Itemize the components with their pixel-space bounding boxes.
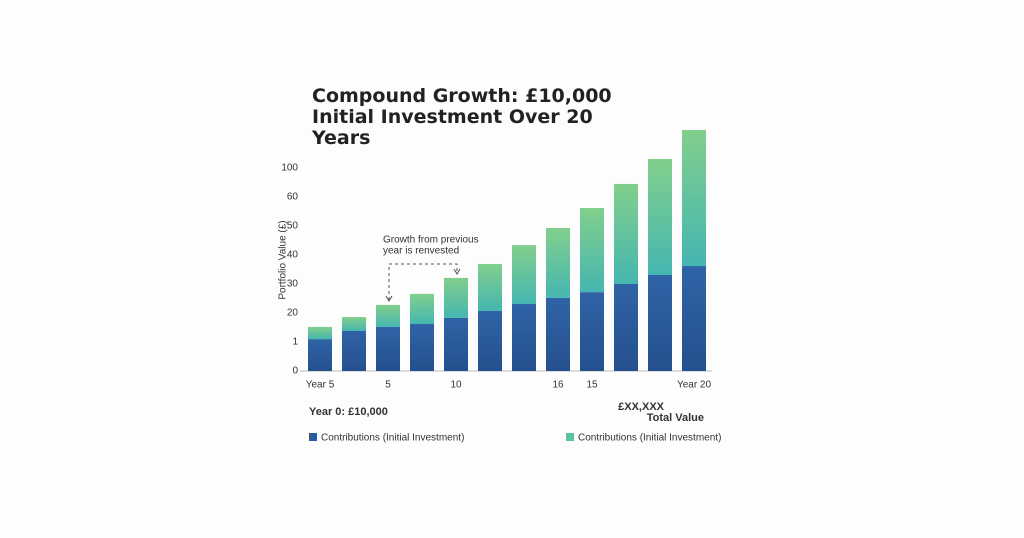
bar-segment (342, 317, 366, 331)
chart-title: Compound Growth: £10,000 Initial Investm… (312, 85, 612, 149)
bar-segment (682, 266, 706, 371)
start-note: Year 0: £10,000 (309, 406, 388, 418)
bar-segment (580, 292, 604, 371)
bar-segment (478, 263, 502, 311)
x-tick-label: Year 5 (306, 380, 335, 391)
legend-swatch (309, 433, 317, 441)
bar-segment (478, 310, 502, 371)
bar-segment (308, 326, 332, 340)
bar-segment (444, 317, 468, 371)
bar-segment (546, 297, 570, 371)
legend-swatch (566, 433, 574, 441)
bar-segment (648, 275, 672, 371)
y-tick-label: 0 (292, 366, 298, 377)
y-tick-label: 30 (287, 279, 299, 290)
annotation: Growth from previous (383, 235, 479, 246)
bar-segment (648, 159, 672, 276)
y-tick-label: 100 (281, 163, 298, 174)
bar-segment (376, 326, 400, 371)
x-tick-label: 10 (450, 380, 462, 391)
y-axis-label: Portfolio Value (£) (278, 220, 289, 299)
y-tick-label: 40 (287, 250, 299, 261)
arrow-head (385, 268, 461, 302)
bar-segment (614, 183, 638, 284)
end-label: Total Value (647, 412, 704, 424)
y-tick-label: 60 (287, 192, 299, 203)
annotation-arrow (388, 263, 458, 300)
bar-segment (444, 277, 468, 318)
bar-segment (410, 324, 434, 371)
bar-segment (614, 284, 638, 371)
y-tick-label: 50 (287, 221, 299, 232)
x-tick-label: Year 20 (677, 380, 712, 391)
y-tick-label: 20 (287, 308, 299, 319)
bar-segment (682, 130, 706, 267)
end-value: £XX,XXX (618, 401, 665, 413)
bar-segment (342, 330, 366, 371)
bar-segment (580, 208, 604, 293)
bar-segment (512, 304, 536, 371)
x-tick-label: 5 (385, 380, 391, 391)
bar-segment (376, 304, 400, 327)
bar-segment (546, 228, 570, 298)
bar-segment (410, 293, 434, 325)
annotation: year is renvested (383, 246, 459, 257)
legend-label: Contributions (Initial Investment) (578, 433, 721, 444)
bar-segment (308, 339, 332, 371)
y-tick-label: 1 (292, 337, 298, 348)
bar-segment (512, 245, 536, 305)
legend-label: Contributions (Initial Investment) (321, 433, 464, 444)
x-tick-label: 16 (552, 380, 564, 391)
x-tick-label: 15 (586, 380, 598, 391)
